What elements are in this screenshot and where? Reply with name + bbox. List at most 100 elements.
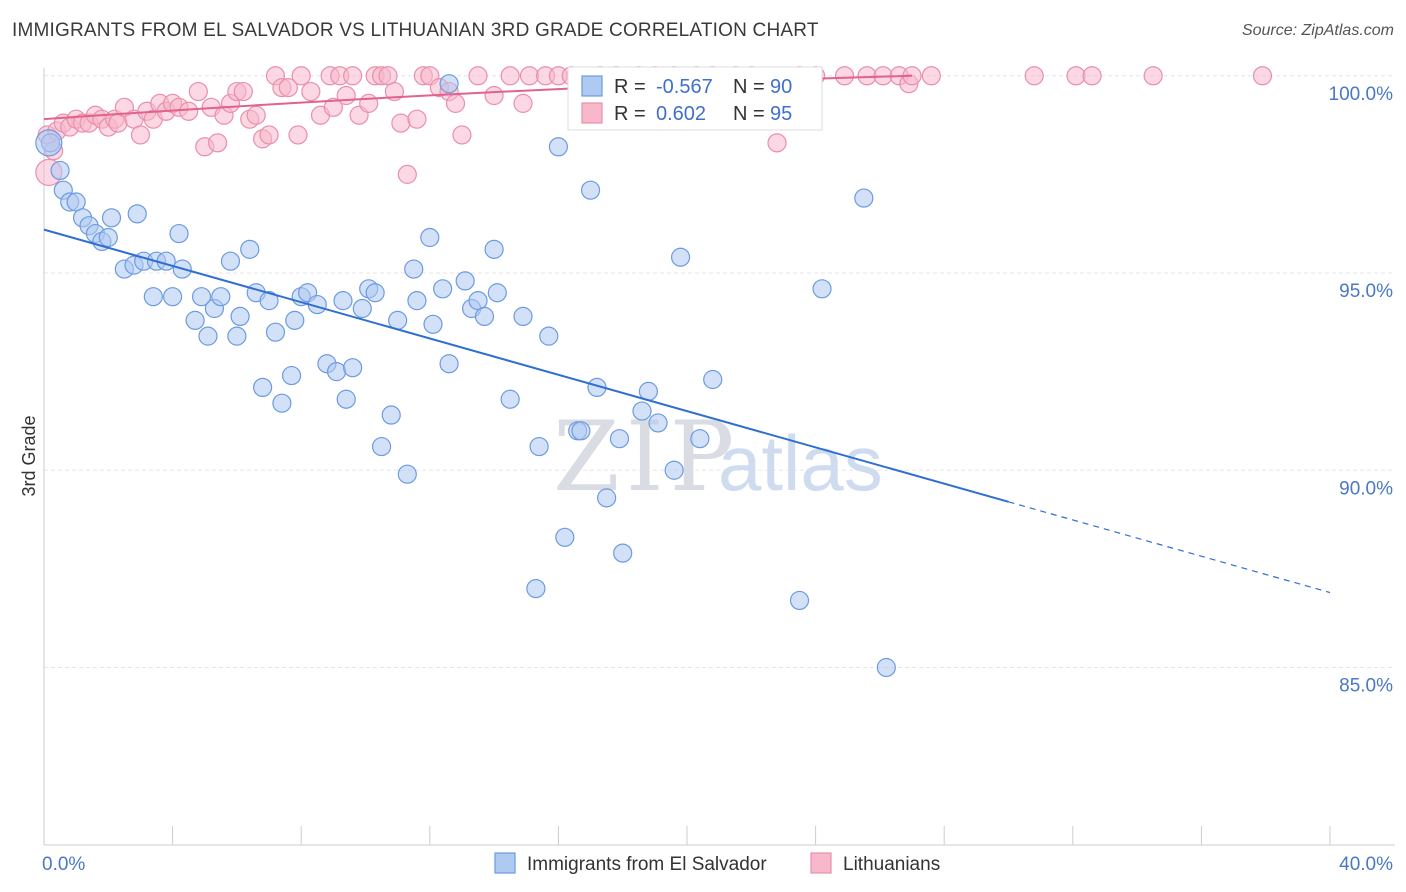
legend-n-label-2: N =: [733, 103, 765, 125]
el-salvador-point: [272, 393, 292, 413]
el-salvador-point: [539, 326, 559, 346]
el-salvador-point: [220, 251, 241, 271]
el-salvador-point: [98, 227, 118, 248]
el-salvador-point: [439, 354, 459, 374]
tick-labels: 100.0% 95.0% 90.0% 85.0% 0.0% 40.0%: [42, 84, 1393, 875]
lithuanians-point: [1082, 66, 1102, 86]
lithuanians-point: [1252, 66, 1273, 86]
legend-r-value-1: -0.567: [656, 76, 713, 98]
el-salvador-point: [230, 306, 250, 327]
lithuanians-point: [452, 125, 472, 145]
legend-label-lithuanians: Lithuanians: [843, 854, 940, 875]
y-tick-label: 85.0%: [1339, 675, 1393, 696]
lithuanians-point: [343, 66, 363, 86]
el-salvador-point: [381, 405, 401, 425]
el-salvador-point: [169, 223, 189, 244]
el-salvador-point: [240, 239, 260, 259]
el-salvador-point: [664, 460, 684, 480]
el-salvador-point: [101, 208, 122, 228]
el-salvador-point: [529, 436, 549, 457]
lithuanians-point: [278, 78, 298, 98]
el-salvador-point: [407, 291, 427, 311]
legend-swatch-el-salvador: [494, 852, 516, 874]
el-salvador-point: [648, 413, 668, 433]
lithuanians-point: [1143, 66, 1163, 86]
el-salvador-point: [35, 129, 63, 157]
lithuanians-point: [500, 66, 520, 86]
el-salvador-point: [632, 401, 652, 421]
chart-title: IMMIGRANTS FROM EL SALVADOR VS LITHUANIA…: [12, 20, 819, 41]
legend-label-el-salvador: Immigrants from El Salvador: [527, 854, 767, 875]
el-salvador-point: [555, 527, 575, 547]
el-salvador-point: [198, 326, 218, 346]
el-salvador-point: [609, 429, 630, 449]
lithuanians-point: [1066, 66, 1086, 86]
el-salvador-point: [285, 310, 305, 330]
el-salvador-point: [703, 369, 723, 390]
el-salvador-point: [163, 287, 183, 307]
lithuanians-point: [513, 93, 533, 113]
el-salvador-point: [404, 259, 424, 279]
el-salvador-point: [513, 306, 533, 327]
lithuanians-point: [921, 66, 941, 86]
el-salvador-point: [371, 436, 392, 457]
lithuanians-point: [291, 66, 311, 86]
el-salvador-point: [439, 74, 459, 94]
el-salvador-point: [333, 291, 353, 311]
el-salvador-point: [597, 488, 617, 508]
legend-r-value-2: 0.602: [656, 103, 706, 125]
el-salvador-point: [571, 421, 591, 441]
lithuanians-point: [336, 85, 356, 106]
lithuanians-point: [857, 66, 877, 86]
el-salvador-point: [265, 322, 286, 342]
lithuanians-point: [1024, 66, 1044, 86]
lithuanians-point: [130, 125, 151, 145]
el-salvador-point: [420, 227, 440, 248]
grid-lines: [44, 75, 1395, 668]
x-tick-label: 40.0%: [1339, 854, 1393, 875]
lithuanians-point: [246, 105, 266, 125]
lithuanians-point: [301, 81, 321, 102]
el-salvador-point: [185, 310, 205, 330]
el-salvador-point: [876, 657, 896, 678]
lithuanians-point: [233, 81, 253, 102]
y-tick-label: 100.0%: [1329, 84, 1394, 105]
el-salvador-point: [50, 160, 70, 181]
lithuanians-point: [259, 125, 279, 145]
lithuanians-point: [288, 125, 308, 145]
lithuanians-point: [208, 133, 228, 153]
el-salvador-point: [613, 543, 633, 563]
series-legend: Immigrants from El Salvador Lithuanians: [494, 852, 940, 875]
watermark: ZIP atlas: [553, 401, 883, 513]
el-salvador-point: [812, 279, 832, 299]
el-salvador-point: [548, 137, 569, 157]
el-salvador-point: [580, 180, 601, 200]
el-salvador-point: [326, 362, 347, 382]
el-salvador-point: [484, 239, 504, 259]
lithuanians-point: [188, 81, 208, 102]
watermark-atlas: atlas: [718, 419, 883, 507]
lithuanians-point: [767, 133, 787, 153]
lithuanians-point: [359, 93, 379, 113]
source-label: Source: ZipAtlas.com: [1241, 22, 1394, 39]
el-salvador-point: [433, 279, 453, 299]
lithuanians-point: [519, 66, 540, 86]
el-salvador-point: [343, 358, 363, 378]
lithuanians-point: [179, 101, 199, 121]
legend-r-label-1: R =: [614, 76, 646, 98]
el-salvador-point: [474, 306, 495, 327]
el-salvador-trend-line: [43, 228, 1009, 503]
lithuanians-point: [323, 97, 343, 117]
lithuanians-point: [445, 93, 466, 113]
el-salvador-point: [259, 291, 279, 311]
lithuanians-point: [407, 109, 427, 129]
el-salvador-point: [253, 377, 273, 398]
series-el-salvador-points: [35, 74, 896, 678]
legend-n-value-1: 90: [770, 76, 792, 98]
el-salvador-point: [670, 247, 691, 267]
axes: [43, 68, 1395, 846]
el-salvador-trend-extension: [1008, 501, 1331, 594]
stats-legend-box: [567, 66, 823, 131]
lithuanians-point: [391, 113, 411, 133]
